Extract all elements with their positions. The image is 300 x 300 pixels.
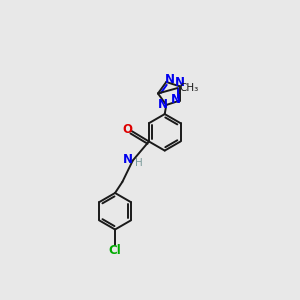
Text: N: N bbox=[175, 76, 185, 89]
Text: N: N bbox=[123, 153, 133, 166]
Text: N: N bbox=[158, 98, 167, 111]
Text: O: O bbox=[122, 123, 132, 136]
Text: N: N bbox=[171, 93, 181, 106]
Text: Cl: Cl bbox=[109, 244, 122, 256]
Text: CH₃: CH₃ bbox=[179, 82, 199, 93]
Text: N: N bbox=[165, 73, 175, 85]
Text: H: H bbox=[135, 158, 143, 168]
